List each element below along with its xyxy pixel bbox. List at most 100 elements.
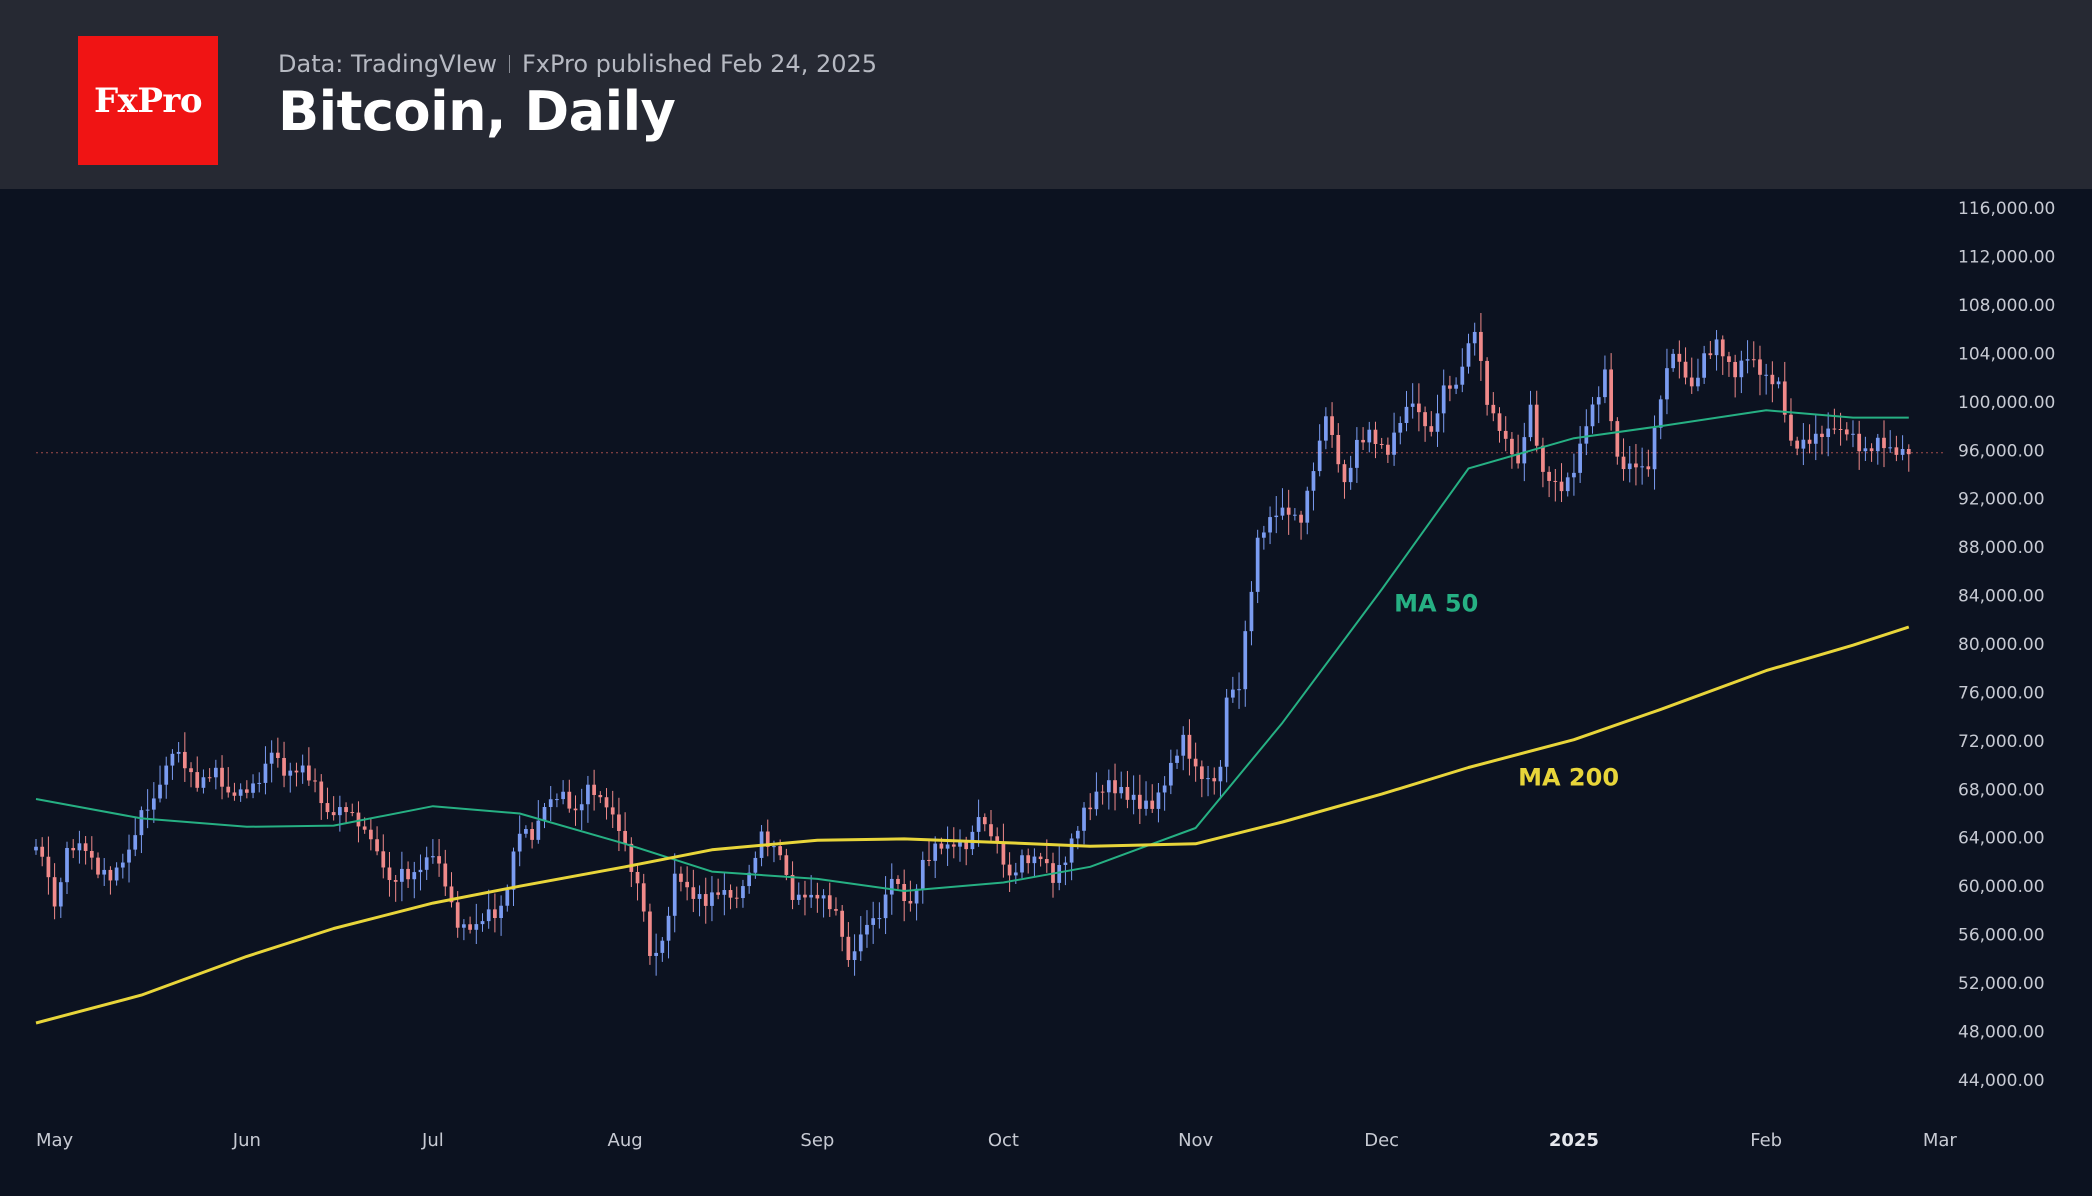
candle-body (989, 824, 993, 837)
y-tick-label: 80,000.00 (1958, 635, 2045, 655)
y-tick-label: 76,000.00 (1958, 683, 2045, 703)
x-tick-label: Oct (988, 1130, 1019, 1151)
candle-body (1342, 464, 1347, 483)
candle-body (1100, 791, 1105, 793)
candle-body (170, 753, 175, 766)
candle-body (424, 857, 429, 870)
candle-body (1336, 434, 1341, 465)
candle-body (1720, 339, 1725, 357)
candle-body (40, 846, 45, 857)
candle-body (201, 777, 206, 788)
candle-body (1553, 480, 1558, 482)
candle-body (765, 831, 770, 847)
chart-meta: Data: TradingVIew FxPro published Feb 24… (278, 48, 877, 80)
candle-body (1063, 862, 1068, 865)
candle-body (1286, 507, 1291, 515)
candle-body (195, 772, 200, 788)
candle-body (1888, 447, 1893, 449)
candle-body (1119, 786, 1124, 794)
candle-body (1007, 864, 1012, 876)
y-tick-label: 100,000.00 (1958, 393, 2055, 413)
candle-body (803, 894, 807, 898)
candle-body (939, 843, 944, 849)
candle-body (1348, 467, 1353, 483)
candle-body (462, 924, 466, 928)
chart-title: Bitcoin, Daily (278, 80, 676, 143)
candle-body (654, 952, 658, 956)
candle-body (1261, 532, 1266, 538)
candle-body (1671, 353, 1676, 369)
candle-body (1665, 368, 1669, 400)
candle-body (703, 894, 708, 906)
candle-body (1386, 444, 1390, 455)
candle-body (1410, 403, 1415, 407)
candle-body (1404, 406, 1409, 423)
candle-body (151, 798, 156, 810)
candle-body (145, 809, 150, 811)
candle-body (1491, 404, 1496, 414)
candle-body (437, 856, 441, 864)
candle-body (275, 752, 280, 758)
candle-body (1844, 429, 1849, 435)
candle-body (1044, 859, 1049, 864)
candle-body (809, 894, 814, 898)
y-tick-label: 116,000.00 (1958, 199, 2055, 219)
candle-body (1088, 807, 1093, 810)
candle-body (282, 757, 286, 776)
candle-body (387, 867, 392, 881)
candle-body (1900, 448, 1905, 455)
candle-body (1851, 433, 1855, 435)
candle-body (685, 881, 689, 888)
candle-body (1739, 360, 1744, 378)
candle-body (269, 752, 274, 764)
candle-body (1199, 766, 1204, 780)
candle-body (1001, 842, 1006, 865)
candle-body (648, 911, 652, 956)
candle-body (1175, 755, 1179, 763)
candle-body (1652, 427, 1657, 470)
candle-body (300, 765, 305, 773)
candle-body (933, 843, 938, 861)
candle-body (1150, 800, 1155, 809)
candle-body (753, 857, 758, 873)
candle-body (976, 817, 981, 832)
candle-body (623, 831, 627, 844)
candle-body (468, 924, 472, 930)
candle-body (46, 856, 51, 878)
candle-body (548, 799, 553, 807)
candle-body (251, 783, 255, 793)
candle-body (400, 868, 404, 882)
candle-body (331, 812, 336, 816)
y-tick-label: 44,000.00 (1958, 1071, 2045, 1091)
ma50-label: MA 50 (1394, 589, 1478, 617)
candle-body (158, 784, 162, 799)
candle-body (83, 843, 88, 851)
y-tick-label: 56,000.00 (1958, 926, 2045, 946)
y-tick-label: 108,000.00 (1958, 296, 2055, 316)
candle-body (1075, 830, 1080, 839)
candle-body (1379, 443, 1384, 445)
candle-body (1311, 471, 1316, 491)
candle-body (796, 894, 801, 900)
candle-body (1906, 448, 1911, 455)
candle-body (1441, 385, 1446, 414)
candle-body (1361, 439, 1365, 443)
candle-body (896, 878, 900, 885)
y-tick-label: 68,000.00 (1958, 780, 2045, 800)
candle-body (362, 826, 367, 830)
candle-body (505, 889, 510, 906)
y-tick-label: 92,000.00 (1958, 490, 2045, 510)
candle-body (883, 894, 888, 919)
candle-body (356, 812, 361, 827)
candle-body (1305, 490, 1310, 523)
candle-body (1206, 778, 1210, 780)
candle-body (1137, 794, 1142, 809)
candle-body (1559, 481, 1564, 492)
candle-body (52, 877, 57, 907)
candle-body (1057, 864, 1062, 883)
candle-body (1894, 447, 1899, 455)
candle-body (772, 846, 776, 848)
candle-body (1299, 514, 1303, 523)
candle-body (598, 794, 603, 798)
